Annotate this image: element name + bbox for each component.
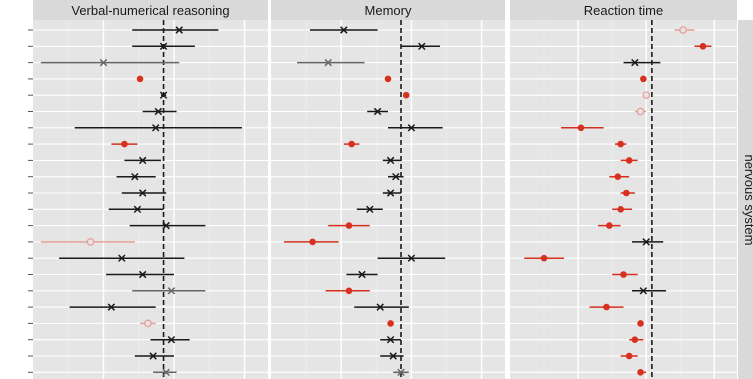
panel-title-memory: Memory [365, 3, 412, 18]
point-estimate-cross [138, 189, 147, 197]
point-estimate-dot [348, 140, 355, 148]
point-estimate-cross [366, 205, 374, 214]
point-estimate-dot [606, 222, 613, 229]
point-estimate-cross [358, 270, 366, 279]
panel-verbal-numerical-reasoning: Verbal-numerical reasoning [33, 0, 268, 379]
point-estimate-open [679, 26, 687, 34]
point-estimate-dot [577, 124, 585, 132]
point-estimate-dot [387, 320, 394, 327]
point-estimate-dot [402, 91, 410, 99]
panel-title-reaction-time: Reaction time [584, 3, 663, 18]
point-estimate-dot [699, 43, 707, 50]
point-estimate-dot [625, 352, 633, 360]
point-estimate-cross [324, 58, 332, 67]
point-estimate-cross [373, 107, 382, 116]
point-estimate-cross [131, 172, 139, 181]
point-estimate-dot [623, 189, 630, 197]
point-estimate-cross [162, 368, 170, 377]
facet-strip-right: nervous system [738, 20, 753, 379]
point-estimate-dot [121, 140, 128, 148]
point-estimate-cross [159, 42, 168, 51]
strip-background-memory [271, 0, 505, 20]
point-estimate-cross [154, 107, 163, 116]
plot-background-reaction-time [510, 20, 737, 379]
point-estimate-dot [617, 206, 624, 213]
point-estimate-cross [99, 58, 108, 67]
strip-label-nervous-system: nervous system [742, 154, 753, 245]
point-estimate-cross [639, 287, 648, 295]
point-estimate-cross [418, 42, 426, 51]
point-estimate-cross [386, 189, 395, 197]
point-estimate-dot [345, 287, 353, 295]
point-estimate-dot [540, 254, 548, 262]
point-estimate-dot [640, 75, 647, 83]
point-estimate-cross [151, 124, 160, 132]
point-estimate-dot [617, 140, 624, 148]
point-estimate-cross [389, 352, 397, 360]
point-estimate-cross [407, 254, 416, 262]
point-estimate-cross [376, 303, 384, 311]
point-estimate-dot [625, 157, 633, 164]
point-estimate-dot [637, 369, 644, 376]
strip-background-right [738, 20, 753, 379]
point-estimate-dot [637, 320, 644, 327]
point-estimate-cross [386, 156, 395, 165]
point-estimate-cross [642, 238, 650, 246]
strip-background-verbal-numerical-reasoning [33, 0, 268, 20]
point-estimate-cross [386, 335, 395, 344]
point-estimate-cross [162, 221, 170, 230]
point-estimate-cross [397, 368, 405, 377]
point-estimate-cross [159, 91, 168, 99]
facet-panels: Verbal-numerical reasoning Memory Reaction… [28, 0, 737, 379]
point-estimate-dot [345, 222, 353, 229]
panel-reaction-time: Reaction time [510, 0, 737, 379]
point-estimate-cross [138, 270, 147, 279]
panel-title-verbal-numerical-reasoning: Verbal-numerical reasoning [71, 3, 229, 18]
point-estimate-dot [620, 271, 627, 278]
point-estimate-dot [614, 173, 622, 180]
panel-memory: Memory [271, 0, 505, 379]
point-estimate-dot [136, 75, 144, 83]
point-estimate-cross [340, 26, 348, 34]
plot-background-verbal-numerical-reasoning [33, 20, 268, 379]
point-estimate-cross [167, 335, 176, 344]
point-estimate-cross [107, 303, 116, 311]
point-estimate-open [86, 238, 95, 246]
point-estimate-cross [631, 58, 639, 67]
point-estimate-cross [392, 172, 400, 181]
point-estimate-dot [631, 336, 639, 344]
point-estimate-cross [407, 124, 416, 132]
point-estimate-cross [138, 156, 147, 165]
point-estimate-dot [309, 238, 316, 246]
point-estimate-dot [384, 75, 392, 83]
point-estimate-dot [603, 303, 610, 311]
strip-background-reaction-time [510, 0, 737, 20]
point-estimate-open [636, 107, 645, 116]
point-estimate-cross [167, 287, 176, 295]
point-estimate-open [642, 91, 651, 100]
point-estimate-cross [118, 254, 126, 262]
point-estimate-cross [133, 205, 142, 214]
point-estimate-open [144, 319, 152, 328]
point-estimate-cross [149, 352, 157, 360]
point-estimate-cross [175, 26, 183, 34]
